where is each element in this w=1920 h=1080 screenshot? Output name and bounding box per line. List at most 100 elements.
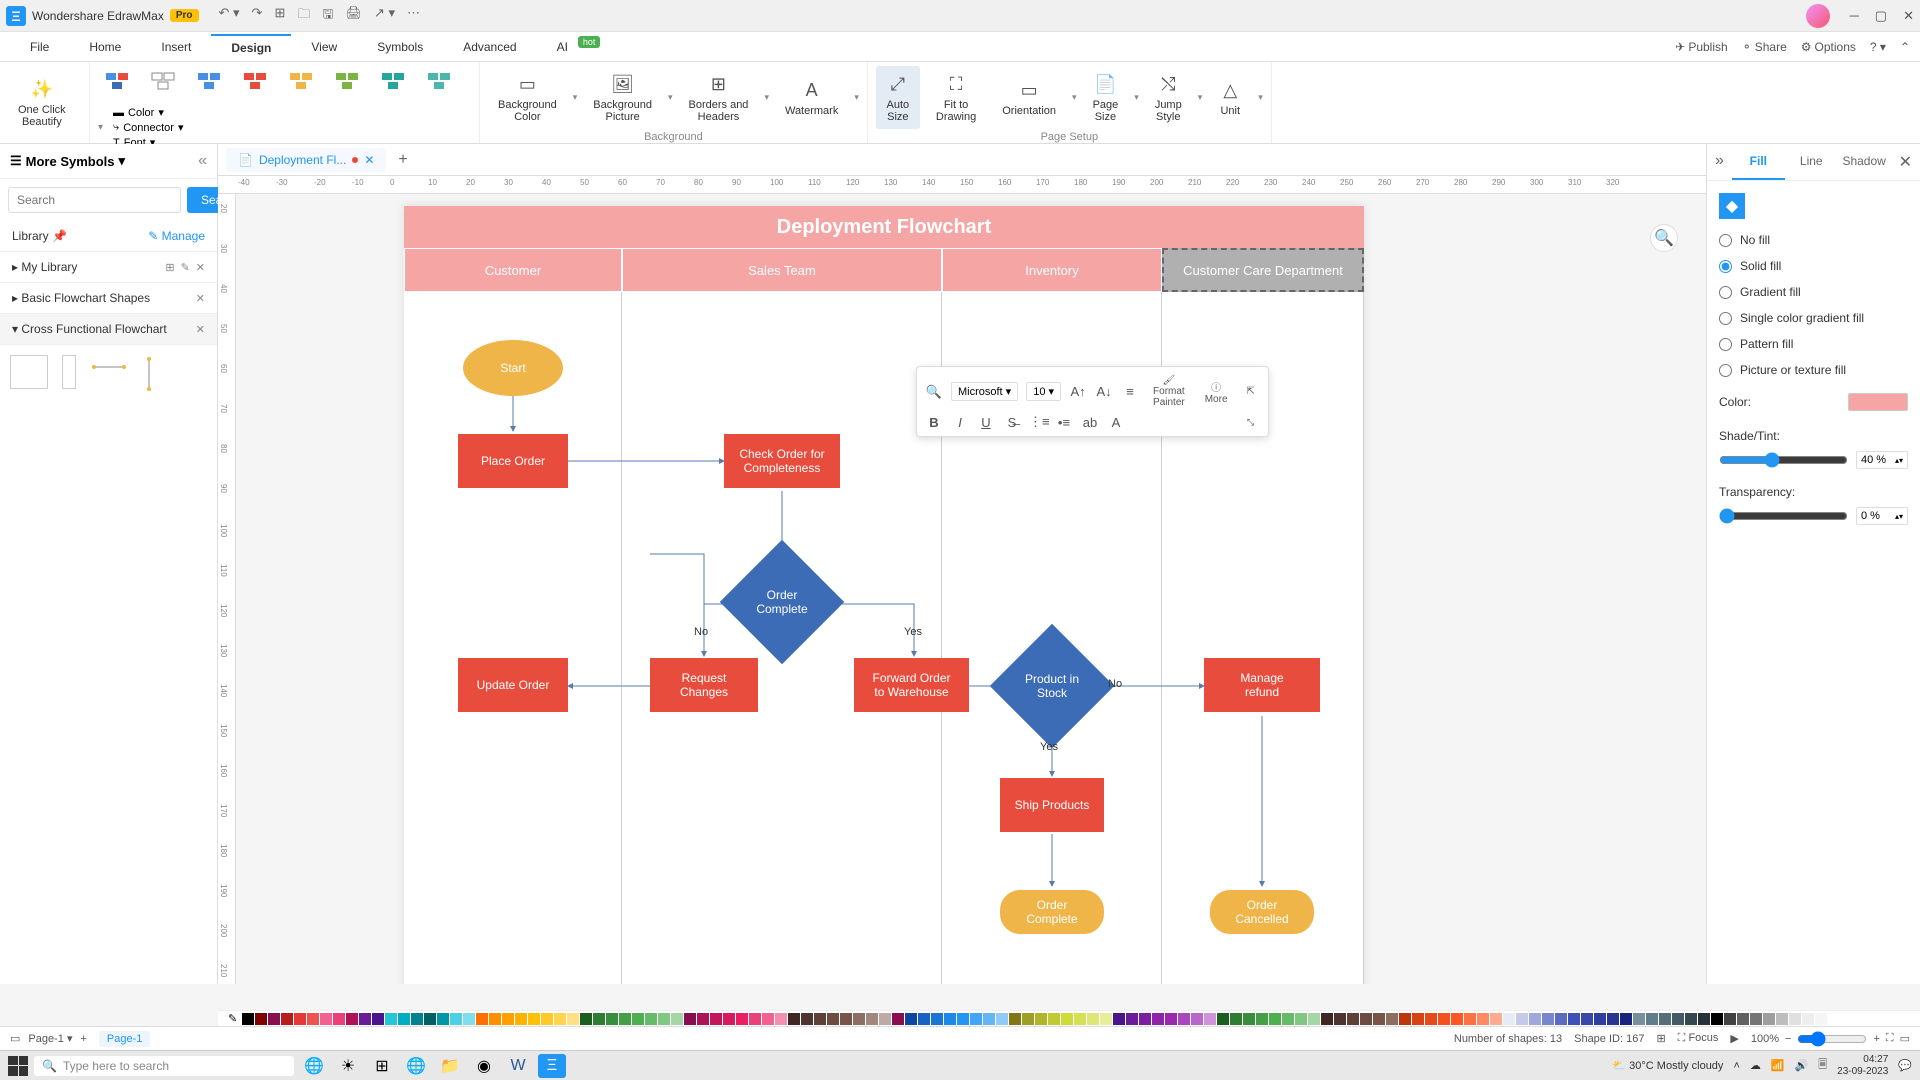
menu-file[interactable]: File (10, 35, 69, 59)
bullet-list-icon[interactable]: •≡ (1055, 415, 1073, 430)
color-swatch[interactable] (1022, 1013, 1034, 1025)
open-icon[interactable]: 🗀 (297, 5, 310, 27)
shade-value[interactable]: 40 %▴▾ (1856, 451, 1908, 469)
menu-home[interactable]: Home (69, 35, 141, 59)
italic-icon[interactable]: I (951, 415, 969, 430)
lane-inventory[interactable]: Inventory (942, 248, 1162, 292)
publish-button[interactable]: ✈ Publish (1675, 40, 1727, 54)
shape-hseparator[interactable] (90, 355, 128, 379)
color-swatch[interactable] (1685, 1013, 1697, 1025)
options-button[interactable]: ⚙ Options (1801, 40, 1856, 54)
color-swatch[interactable] (1464, 1013, 1476, 1025)
strike-icon[interactable]: S̶ (1003, 415, 1021, 430)
tb-cortana-icon[interactable]: 🌐 (300, 1054, 328, 1078)
tray-clock[interactable]: 04:27 23-09-2023 (1837, 1054, 1888, 1078)
color-swatch[interactable] (918, 1013, 930, 1025)
collapse-ribbon-icon[interactable]: ⌃ (1900, 40, 1910, 54)
theme-4-button[interactable] (236, 66, 276, 96)
shape-order-cancelled[interactable]: Order Cancelled (1210, 890, 1314, 934)
color-swatch[interactable] (710, 1013, 722, 1025)
numbered-list-icon[interactable]: ⋮≡ (1029, 414, 1047, 430)
share-button[interactable]: ⚬ Share (1742, 40, 1787, 54)
present-icon[interactable]: ▶ (1730, 1032, 1738, 1045)
zoom-slider[interactable] (1797, 1031, 1867, 1047)
undo-icon[interactable]: ↶ ▾ (219, 5, 240, 27)
color-swatch[interactable] (1711, 1013, 1723, 1025)
nav-icon[interactable]: ⊞ (1656, 1032, 1665, 1045)
underline-icon[interactable]: U (977, 415, 995, 430)
help-icon[interactable]: ? ▾ (1870, 40, 1886, 54)
edit-lib-icon[interactable]: ✎ (181, 261, 190, 274)
color-swatch[interactable] (476, 1013, 488, 1025)
format-painter-button[interactable]: 🖌Format Painter (1147, 373, 1191, 410)
color-swatch[interactable] (385, 1013, 397, 1025)
tb-explorer-icon[interactable]: 📁 (436, 1054, 464, 1078)
watermark-button[interactable]: AWatermark (775, 72, 848, 123)
qat-more-icon[interactable]: ⋯ (407, 5, 420, 27)
color-swatch[interactable] (1789, 1013, 1801, 1025)
color-swatch[interactable] (294, 1013, 306, 1025)
expand-panel-icon[interactable]: » (1707, 144, 1732, 180)
color-swatch[interactable] (606, 1013, 618, 1025)
color-swatch[interactable] (788, 1013, 800, 1025)
color-swatch[interactable] (1178, 1013, 1190, 1025)
color-swatch[interactable] (1646, 1013, 1658, 1025)
fit-button[interactable]: ⛶Fit to Drawing (926, 66, 986, 129)
color-swatch[interactable] (1256, 1013, 1268, 1025)
redo-icon[interactable]: ↷ (252, 5, 263, 27)
cross-functional-section[interactable]: ▾ Cross Functional Flowchart ✕ (0, 314, 217, 345)
start-button[interactable] (8, 1056, 28, 1076)
drawing-page[interactable]: Deployment Flowchart Customer Sales Team… (404, 206, 1364, 984)
shape-request-changes[interactable]: Request Changes (650, 658, 758, 712)
trans-value[interactable]: 0 %▴▾ (1856, 507, 1908, 525)
color-swatch[interactable] (775, 1013, 787, 1025)
eyedropper-icon[interactable]: ✎ (228, 1012, 237, 1025)
shape-update-order[interactable]: Update Order (458, 658, 568, 712)
color-swatch[interactable] (515, 1013, 527, 1025)
theme-1-button[interactable] (98, 66, 138, 96)
color-swatch[interactable] (424, 1013, 436, 1025)
taskbar-search[interactable]: 🔍 Type here to search (34, 1056, 294, 1076)
theme-more-icon[interactable]: ▾ (98, 122, 103, 133)
pagesize-button[interactable]: 📄Page Size (1083, 66, 1129, 129)
color-swatch[interactable] (1672, 1013, 1684, 1025)
bold-icon[interactable]: B (925, 415, 943, 430)
color-swatch[interactable] (580, 1013, 592, 1025)
color-swatch[interactable] (1438, 1013, 1450, 1025)
close-section-icon[interactable]: ✕ (196, 323, 205, 336)
radio-solidfill[interactable]: Solid fill (1719, 253, 1908, 279)
color-swatch[interactable] (645, 1013, 657, 1025)
tb-chrome-icon[interactable]: ◉ (470, 1054, 498, 1078)
color-swatch[interactable] (268, 1013, 280, 1025)
menu-symbols[interactable]: Symbols (357, 35, 443, 59)
menu-view[interactable]: View (291, 35, 357, 59)
tb-word-icon[interactable]: W (504, 1054, 532, 1078)
autosize-button[interactable]: ⤢Auto Size (876, 66, 920, 129)
color-swatch[interactable] (1737, 1013, 1749, 1025)
case-icon[interactable]: ab (1081, 415, 1099, 430)
color-swatch[interactable] (1126, 1013, 1138, 1025)
color-swatch[interactable] (255, 1013, 267, 1025)
color-swatch[interactable] (1776, 1013, 1788, 1025)
color-swatch[interactable] (1165, 1013, 1177, 1025)
font-select[interactable]: Microsoft ▾ (951, 382, 1018, 401)
canvas-viewport[interactable]: Deployment Flowchart Customer Sales Team… (236, 194, 1706, 984)
color-swatch[interactable] (1802, 1013, 1814, 1025)
color-swatch[interactable] (1347, 1013, 1359, 1025)
radio-singlegradfill[interactable]: Single color gradient fill (1719, 305, 1908, 331)
transparency-slider[interactable] (1719, 508, 1848, 524)
color-swatch[interactable] (1659, 1013, 1671, 1025)
color-swatch[interactable] (814, 1013, 826, 1025)
radio-nofill[interactable]: No fill (1719, 227, 1908, 253)
color-swatch[interactable] (697, 1013, 709, 1025)
increase-size-icon[interactable]: A↑ (1069, 384, 1087, 399)
color-swatch[interactable] (853, 1013, 865, 1025)
color-swatch[interactable] (996, 1013, 1008, 1025)
close-icon[interactable]: ✕ (1903, 8, 1914, 24)
color-swatch[interactable] (1815, 1013, 1827, 1025)
color-swatch[interactable] (684, 1013, 696, 1025)
close-section-icon[interactable]: ✕ (196, 292, 205, 305)
radio-gradientfill[interactable]: Gradient fill (1719, 279, 1908, 305)
tray-notifications-icon[interactable]: 💬 (1898, 1059, 1912, 1072)
flowchart-title[interactable]: Deployment Flowchart (404, 206, 1364, 248)
